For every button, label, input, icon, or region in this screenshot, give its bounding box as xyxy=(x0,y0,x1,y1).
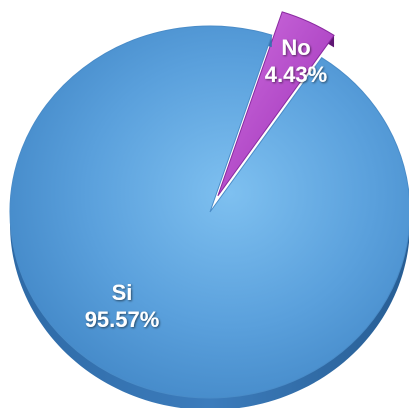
pie-label-si: Si xyxy=(112,280,133,305)
pie-slice-si xyxy=(9,25,409,399)
pie-label-no: No xyxy=(281,35,310,60)
pie-slices xyxy=(9,11,409,408)
pie-value-label-si: 95.57% xyxy=(85,307,160,332)
pie-slice-no xyxy=(217,11,335,197)
pie-value-label-no: 4.43% xyxy=(265,62,327,87)
